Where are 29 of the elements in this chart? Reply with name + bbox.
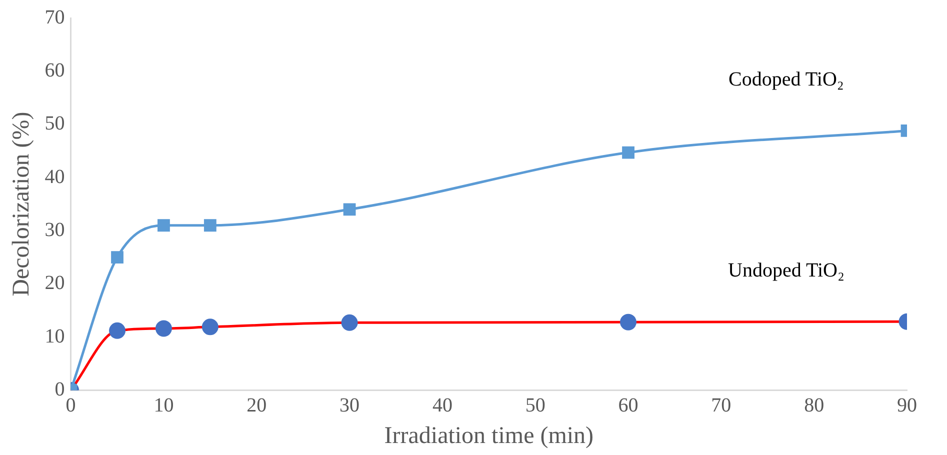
x-tick-label: 20 xyxy=(246,394,267,416)
point xyxy=(109,322,126,339)
x-tick-label: 70 xyxy=(711,394,732,416)
y-tick-label: 40 xyxy=(44,166,65,188)
x-tick-label: 60 xyxy=(618,394,638,416)
point xyxy=(204,219,216,232)
point xyxy=(158,219,170,232)
y-tick-label: 70 xyxy=(44,6,65,28)
x-tick-label: 50 xyxy=(525,394,546,416)
point xyxy=(202,318,218,336)
y-axis-title: Decolorization (%) xyxy=(8,112,35,296)
x-tick-label: 80 xyxy=(804,394,824,416)
point xyxy=(341,314,358,331)
point xyxy=(155,320,172,337)
x-tick-label: 90 xyxy=(897,394,917,416)
y-tick-label: 10 xyxy=(44,325,65,348)
x-tick-label: 30 xyxy=(340,394,360,416)
y-tick-label: 30 xyxy=(44,218,65,241)
text: Codoped TiO₂ xyxy=(728,68,844,91)
y-tick-label: 60 xyxy=(44,59,65,82)
x-tick-label: 40 xyxy=(432,394,452,416)
x-tick-label: 10 xyxy=(154,394,174,416)
point xyxy=(111,251,124,264)
x-axis-title: Irradiation time (min) xyxy=(384,422,594,449)
text: Undoped TiO₂ xyxy=(728,260,844,282)
y-tick-label: 0 xyxy=(54,378,65,400)
y-tick-label: 50 xyxy=(44,112,65,135)
point xyxy=(343,203,356,216)
y-tick-label: 20 xyxy=(44,272,65,294)
